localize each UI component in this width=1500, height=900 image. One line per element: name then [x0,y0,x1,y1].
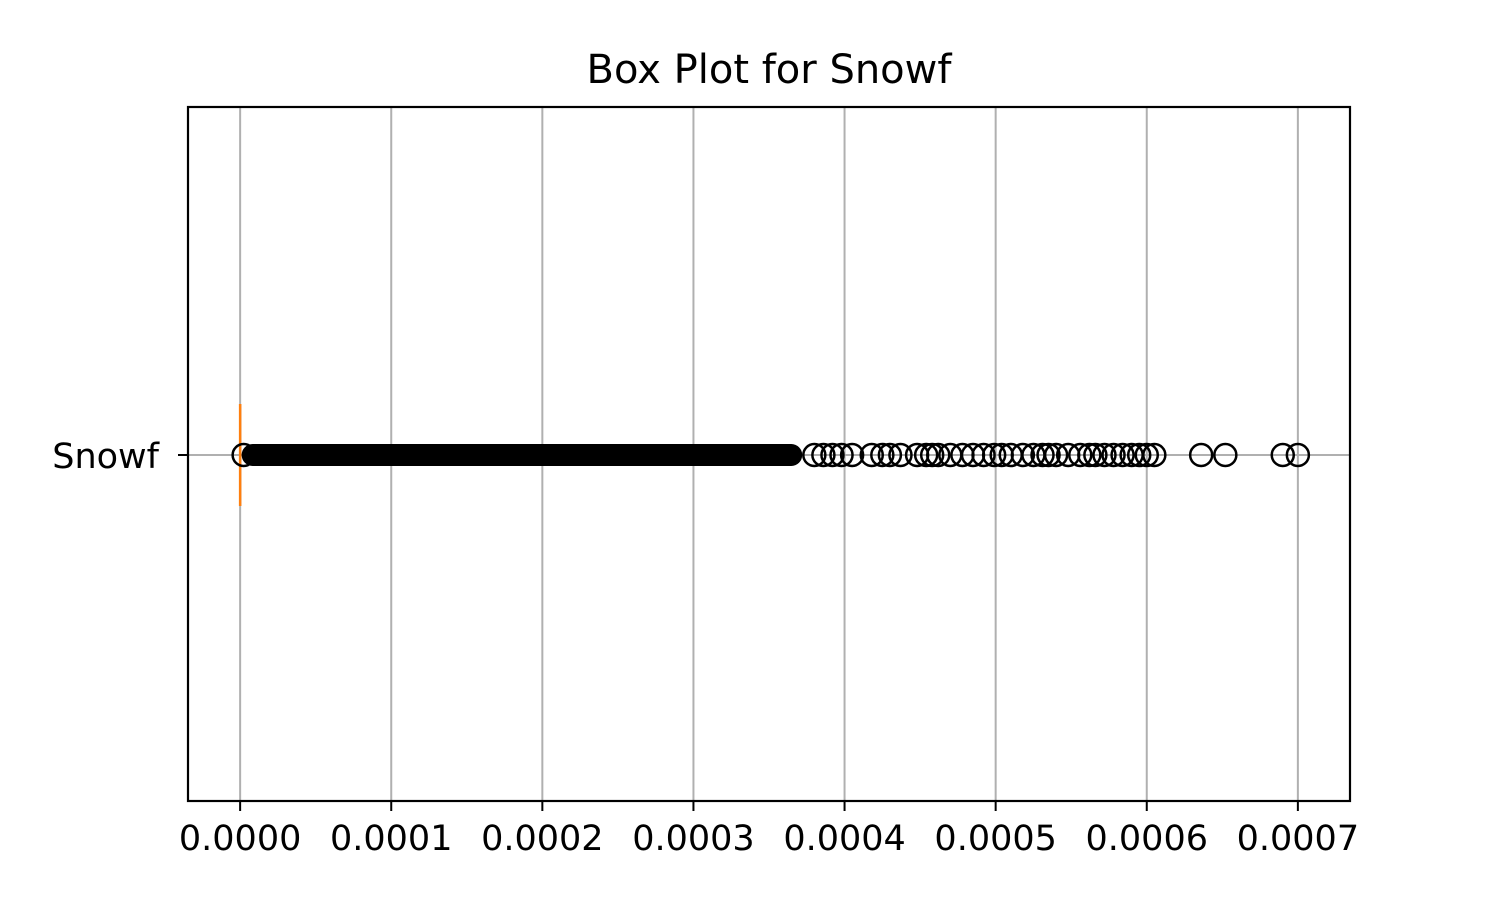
x-tick-label: 0.0004 [783,819,905,859]
x-tick-label: 0.0002 [481,819,603,859]
outlier-point [1110,442,1135,468]
x-tick-label: 0.0005 [934,819,1056,859]
x-tick-label: 0.0003 [632,819,754,859]
outlier-point [839,442,865,468]
outlier-point [1077,442,1102,468]
outlier-point [820,442,845,468]
y-tick-label: Snowf [52,437,159,477]
outlier-point [231,442,256,468]
outlier-point [802,442,827,468]
outlier-point [925,442,951,468]
x-axis-ticks: 0.0000 0.0001 0.0002 0.0003 0.0004 0.0005 0.00… [179,801,1359,859]
outlier-point [1101,442,1126,468]
outlier-point [811,442,836,468]
outlier-point [1126,442,1152,468]
x-tick-label: 0.0000 [179,819,301,859]
outlier-point [829,442,854,468]
outlier-point [1134,442,1160,468]
outlier-point [1285,442,1311,468]
x-tick-label: 0.0007 [1237,819,1359,859]
outlier-point [870,442,895,468]
outlier-points [231,442,1311,468]
outlier-point [888,442,913,468]
outlier-point [1036,442,1061,468]
outlier-point [1083,442,1108,468]
outlier-point [919,442,945,468]
outlier-point [1213,442,1238,468]
outlier-point [1030,442,1055,468]
outlier-point [981,442,1007,468]
outlier-point [1270,442,1296,468]
outlier-point [1142,442,1167,468]
y-axis-ticks: Snowf [52,437,188,477]
outlier-point [1188,442,1214,468]
chart-title: Box Plot for Snowf [587,47,953,93]
outlier-point [971,442,996,468]
outlier-point [1010,442,1036,468]
x-tick-label: 0.0001 [330,819,452,859]
x-tick-label: 0.0006 [1086,819,1208,859]
outlier-point [877,442,903,468]
outlier-point [913,442,939,468]
dense-outlier-band [241,444,803,466]
outlier-point [859,442,885,468]
outlier-point [1068,442,1093,468]
outlier-point [1043,442,1069,468]
outlier-point [1092,442,1117,468]
